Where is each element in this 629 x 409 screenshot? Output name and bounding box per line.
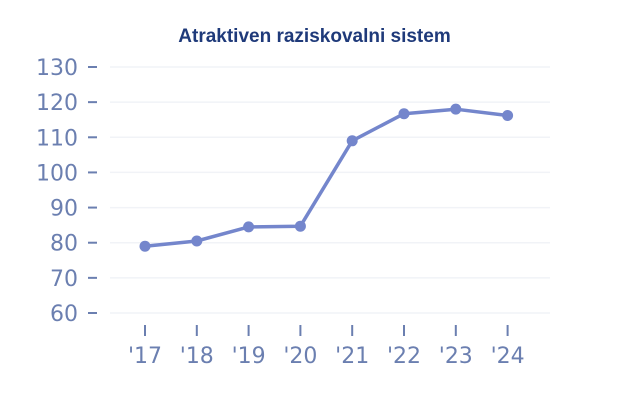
data-point-20	[294, 220, 306, 232]
y-tick-label: 60	[50, 302, 78, 327]
data-point-18	[191, 235, 203, 247]
y-tick-label: 70	[50, 267, 78, 292]
y-tick-label: 100	[36, 161, 78, 186]
x-tick-label: '21	[335, 344, 369, 369]
y-tick-label: 80	[50, 232, 78, 257]
y-tick-label: 120	[36, 91, 78, 116]
data-point-23	[450, 103, 462, 115]
x-tick-label: '20	[283, 344, 317, 369]
data-point-19	[243, 221, 255, 233]
x-tick-label: '19	[232, 344, 266, 369]
y-tick-label: 130	[36, 56, 78, 81]
series-layer	[139, 103, 514, 252]
y-axis: 60 70 80 90 100 110 120 130	[36, 56, 97, 327]
x-tick-label: '24	[491, 344, 525, 369]
x-tick-label: '17	[128, 344, 162, 369]
y-tick-label: 110	[36, 126, 78, 151]
y-tick-label: 90	[50, 197, 78, 222]
data-point-21	[346, 135, 358, 147]
grid-lines	[110, 66, 550, 314]
x-tick-label: '23	[439, 344, 473, 369]
chart-title: Atraktiven raziskovalni sistem	[178, 26, 451, 47]
x-axis: '17 '18 '19 '20 '21 '22 '23 '24	[128, 325, 525, 369]
x-tick-label: '22	[387, 344, 421, 369]
data-point-17	[139, 240, 151, 252]
data-point-22	[398, 108, 410, 120]
x-tick-label: '18	[180, 344, 214, 369]
data-point-24	[502, 109, 514, 121]
series-line	[143, 107, 510, 248]
